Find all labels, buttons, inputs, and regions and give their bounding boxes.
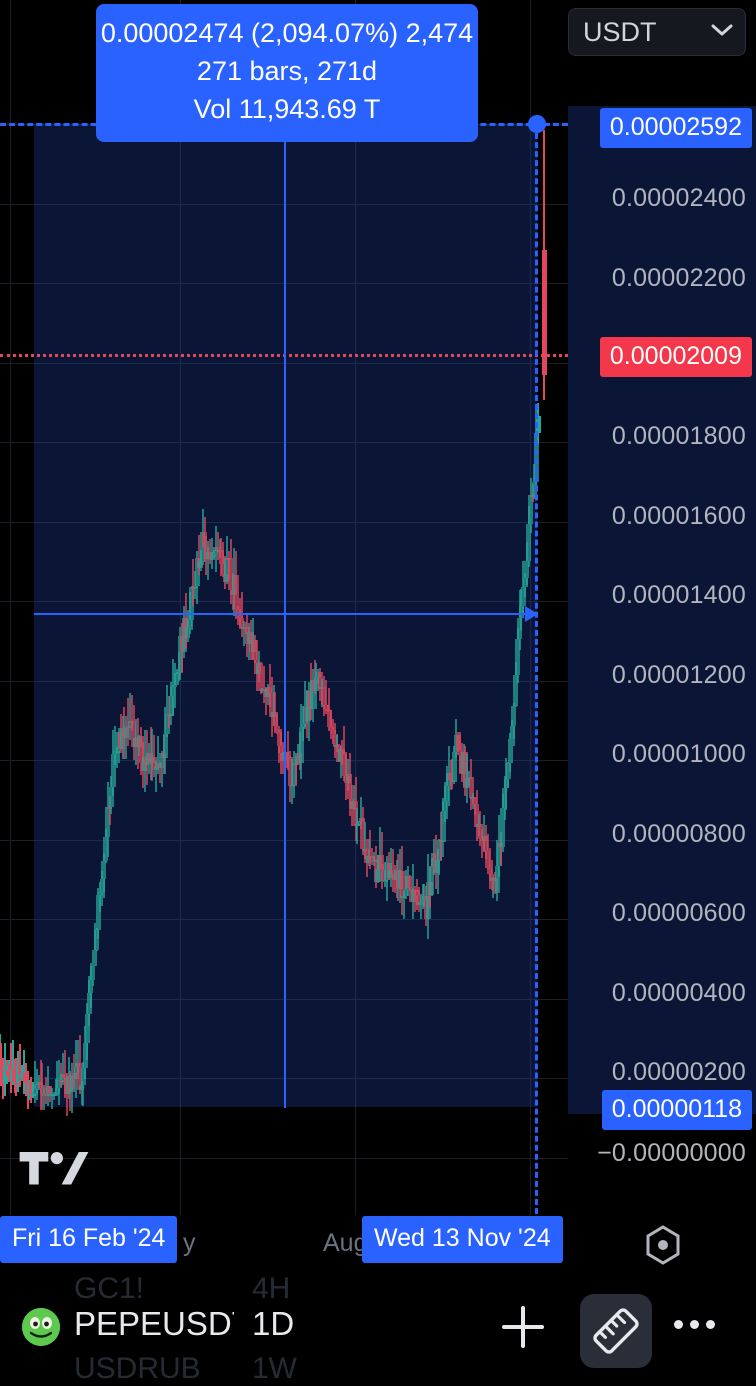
tradingview-logo — [18, 1152, 90, 1194]
measurement-bars-count: 271 bars, 271d — [196, 56, 378, 86]
measure-end-date-tag: Wed 13 Nov '24 — [362, 1216, 563, 1263]
price-axis-tick: 0.00001000 — [611, 740, 746, 768]
price-axis-tick: 0.00001200 — [611, 661, 746, 689]
price-axis-highlight — [568, 106, 756, 1114]
gridline — [10, 0, 11, 1215]
ruler-icon — [593, 1308, 639, 1354]
measure-start-date-tag: Fri 16 Feb '24 — [0, 1216, 178, 1263]
crosshair-price-tag-top: 0.00002592 — [599, 108, 752, 148]
price-axis-tick: −0.00000000 — [597, 1139, 746, 1167]
price-axis-tick: 0.00001400 — [611, 581, 746, 609]
currency-select-label: USDT — [583, 16, 657, 47]
gridline — [0, 1158, 568, 1159]
measure-right-dashed-line — [535, 124, 538, 1214]
time-axis[interactable]: y Aug Fri 16 Feb '24 Wed 13 Nov '24 — [0, 1215, 568, 1290]
ghost-symbol-below: USDRUB — [74, 1352, 201, 1385]
price-axis-tick: 0.00000200 — [611, 1058, 746, 1086]
chevron-down-icon — [711, 23, 733, 42]
time-axis-label: y — [183, 1229, 196, 1257]
price-axis-tick: 0.00001600 — [611, 502, 746, 530]
measure-tool-button[interactable] — [580, 1294, 652, 1368]
last-price-tag: 0.00002009 — [599, 337, 752, 377]
add-button[interactable] — [500, 1304, 546, 1350]
measurement-tooltip: 0.00002474 (2,094.07%) 2,474 271 bars, 2… — [96, 4, 478, 142]
scroll-to-realtime-icon[interactable] — [640, 1222, 686, 1268]
time-axis-label: Aug — [323, 1229, 368, 1257]
candlestick-series — [0, 130, 547, 1117]
crosshair-vertical-line — [284, 124, 286, 1108]
measurement-volume: Vol 11,943.69 T — [193, 94, 381, 124]
price-axis-tick: 0.00000400 — [611, 979, 746, 1007]
price-axis-tick: 0.00000800 — [611, 820, 746, 848]
price-axis-tick: 0.00001800 — [611, 422, 746, 450]
currency-select[interactable]: USDT — [568, 8, 746, 56]
symbol-name[interactable]: PEPEUSDT — [74, 1305, 234, 1342]
ghost-interval-below: 1W — [252, 1352, 297, 1385]
pepe-coin-icon — [22, 1308, 60, 1346]
ghost-symbol-above: GC1! — [74, 1272, 145, 1305]
price-axis-tick: 0.00002200 — [611, 264, 746, 292]
price-axis[interactable]: 0.00002400 0.00002200 0.00001800 0.00001600… — [568, 0, 756, 1290]
ghost-interval-above: 4H — [252, 1272, 291, 1305]
measurement-price-change: 0.00002474 (2,094.07%) 2,474 — [100, 18, 474, 48]
measure-direction-arrow — [34, 606, 538, 622]
interval-label[interactable]: 1D — [252, 1305, 295, 1342]
measure-anchor-handle[interactable] — [528, 115, 546, 133]
price-axis-tick: 0.00002400 — [611, 184, 746, 212]
more-horizontal-icon[interactable] — [674, 1320, 720, 1332]
crosshair-price-tag-bottom: 0.00000118 — [601, 1090, 752, 1130]
price-axis-tick: 0.00000600 — [611, 899, 746, 927]
